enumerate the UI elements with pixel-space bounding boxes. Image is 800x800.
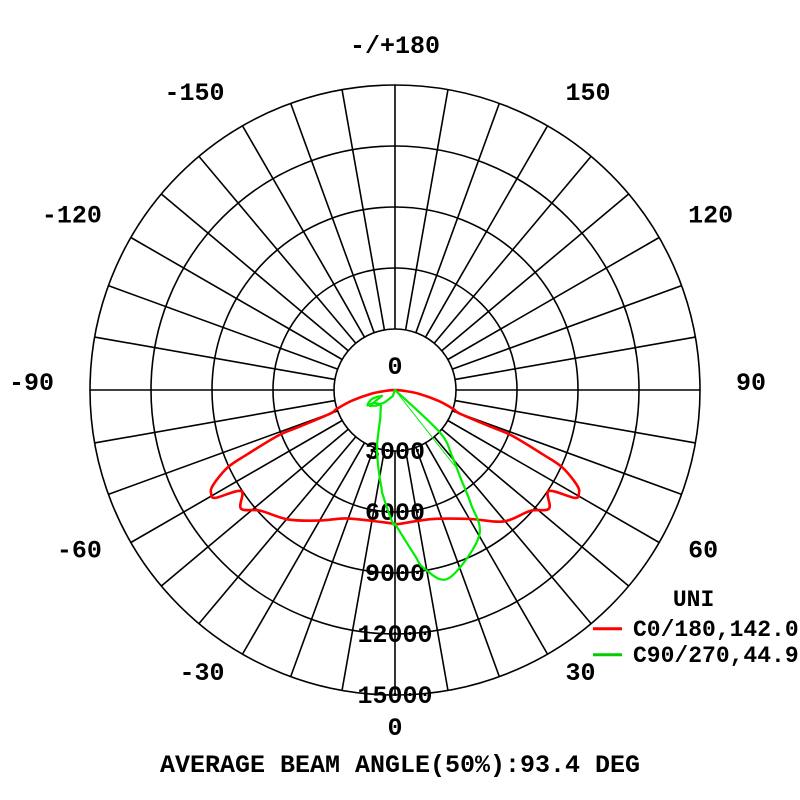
svg-text:60: 60 (688, 537, 718, 566)
svg-text:-90: -90 (9, 369, 54, 398)
svg-text:-150: -150 (164, 79, 224, 108)
svg-text:-60: -60 (57, 537, 102, 566)
svg-text:UNI: UNI (673, 587, 714, 613)
svg-text:90: 90 (736, 369, 766, 398)
svg-text:C90/270,44.9: C90/270,44.9 (633, 643, 799, 669)
svg-text:120: 120 (688, 202, 733, 231)
svg-text:0: 0 (387, 353, 402, 382)
svg-text:-120: -120 (42, 202, 102, 231)
svg-text:12000: 12000 (357, 621, 432, 650)
svg-text:-30: -30 (179, 659, 224, 688)
svg-text:9000: 9000 (365, 560, 425, 589)
svg-text:AVERAGE BEAM ANGLE(50%):93.4 D: AVERAGE BEAM ANGLE(50%):93.4 DEG (160, 751, 640, 780)
svg-text:0: 0 (387, 714, 402, 743)
svg-text:150: 150 (566, 79, 611, 108)
svg-text:-/+180: -/+180 (350, 32, 440, 61)
svg-text:3000: 3000 (365, 438, 425, 467)
svg-text:C0/180,142.0: C0/180,142.0 (633, 617, 799, 643)
svg-text:30: 30 (566, 659, 596, 688)
svg-text:15000: 15000 (357, 682, 432, 711)
